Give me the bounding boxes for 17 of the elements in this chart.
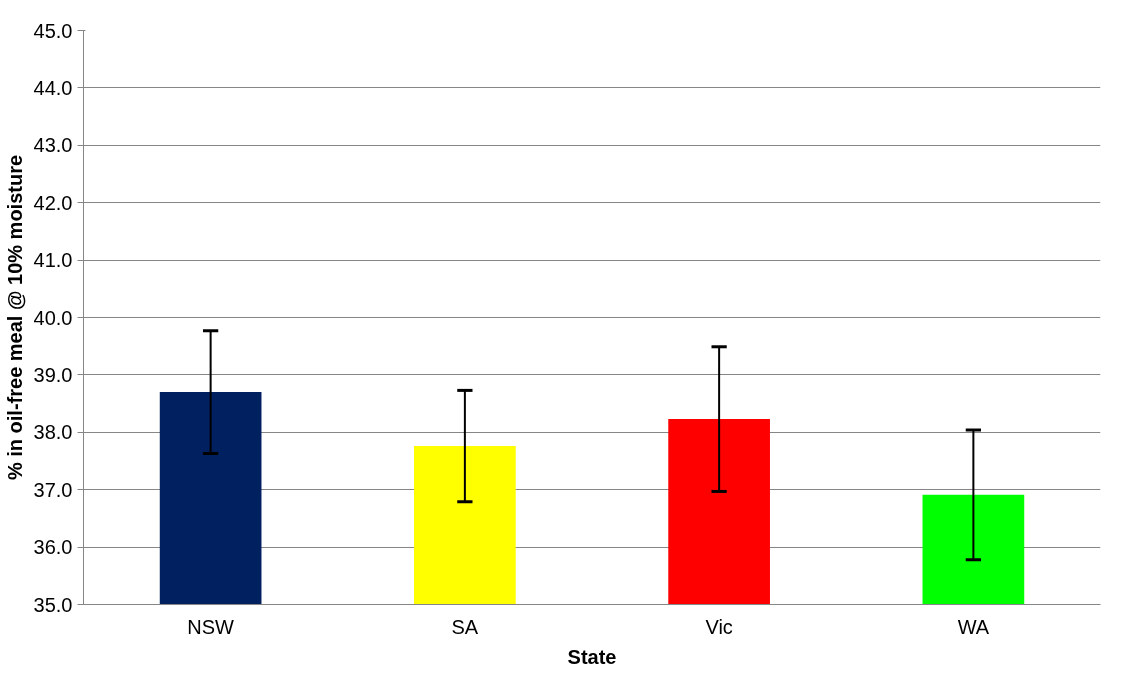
y-tick-label: 37.0 (33, 478, 73, 501)
x-tick-label: SA (451, 615, 479, 638)
y-tick-label: 41.0 (33, 249, 73, 272)
x-axis-title: State (567, 645, 617, 668)
y-tick-label: 36.0 (33, 536, 73, 559)
y-tick-label: 40.0 (33, 306, 73, 329)
y-axis-title: % in oil-free meal @ 10% moisture (3, 154, 26, 481)
y-tick-label: 35.0 (33, 593, 73, 616)
x-tick-label: NSW (187, 615, 235, 638)
y-tick-label: 39.0 (33, 363, 73, 386)
x-tick-label: Vic (705, 615, 733, 638)
y-tick-label: 45.0 (33, 19, 73, 42)
x-tick-label: WA (957, 615, 990, 638)
y-tick-label: 42.0 (33, 191, 73, 214)
y-tick-label: 44.0 (33, 76, 73, 99)
y-tick-label: 38.0 (33, 421, 73, 444)
y-tick-label: 43.0 (33, 134, 73, 157)
